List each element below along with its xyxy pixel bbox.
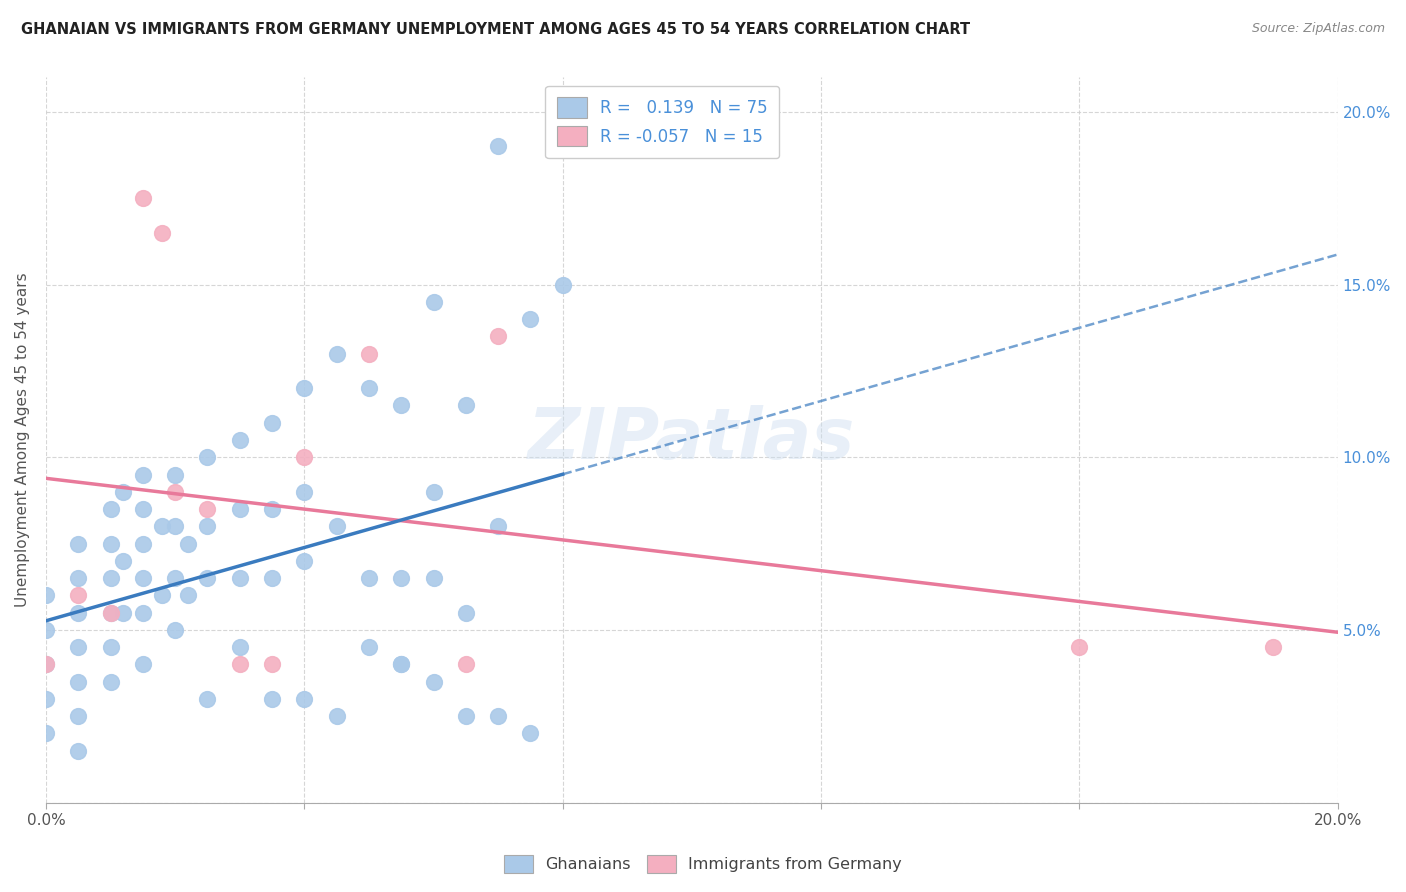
Point xyxy=(67,744,90,758)
Point xyxy=(197,502,219,516)
Point xyxy=(35,657,58,672)
Point xyxy=(165,519,187,533)
Point xyxy=(197,571,219,585)
Point xyxy=(260,502,283,516)
Point xyxy=(454,399,477,413)
Point xyxy=(260,657,283,672)
Y-axis label: Unemployment Among Ages 45 to 54 years: Unemployment Among Ages 45 to 54 years xyxy=(15,273,30,607)
Point xyxy=(177,588,200,602)
Point xyxy=(325,519,347,533)
Point xyxy=(100,640,122,655)
Point xyxy=(486,139,509,153)
Point xyxy=(292,381,315,395)
Point xyxy=(389,657,412,672)
Point xyxy=(422,484,444,499)
Point xyxy=(112,606,135,620)
Point xyxy=(486,709,509,723)
Point xyxy=(260,571,283,585)
Point xyxy=(67,588,90,602)
Point xyxy=(197,450,219,465)
Point xyxy=(100,606,122,620)
Point xyxy=(100,674,122,689)
Point xyxy=(177,536,200,550)
Point xyxy=(292,484,315,499)
Legend: Ghanaians, Immigrants from Germany: Ghanaians, Immigrants from Germany xyxy=(498,848,908,880)
Point xyxy=(35,657,58,672)
Point xyxy=(67,640,90,655)
Point xyxy=(454,709,477,723)
Point xyxy=(132,657,155,672)
Point xyxy=(67,571,90,585)
Point xyxy=(229,640,252,655)
Point xyxy=(422,294,444,309)
Point xyxy=(454,657,477,672)
Point xyxy=(325,709,347,723)
Point xyxy=(67,709,90,723)
Point xyxy=(150,519,173,533)
Point xyxy=(197,692,219,706)
Point xyxy=(112,554,135,568)
Point xyxy=(112,484,135,499)
Point xyxy=(422,674,444,689)
Point xyxy=(35,588,58,602)
Text: ZIPatlas: ZIPatlas xyxy=(529,406,856,475)
Point xyxy=(551,277,574,292)
Point xyxy=(357,640,380,655)
Point xyxy=(357,346,380,360)
Point xyxy=(229,571,252,585)
Point xyxy=(519,312,541,326)
Point xyxy=(357,381,380,395)
Point xyxy=(229,433,252,447)
Point xyxy=(389,571,412,585)
Point xyxy=(260,692,283,706)
Point xyxy=(486,519,509,533)
Point xyxy=(1263,640,1285,655)
Point xyxy=(67,674,90,689)
Point xyxy=(292,450,315,465)
Point xyxy=(229,657,252,672)
Point xyxy=(260,416,283,430)
Point xyxy=(229,502,252,516)
Point xyxy=(422,571,444,585)
Point xyxy=(132,502,155,516)
Point xyxy=(357,571,380,585)
Point xyxy=(100,536,122,550)
Point xyxy=(389,657,412,672)
Point xyxy=(389,399,412,413)
Text: Source: ZipAtlas.com: Source: ZipAtlas.com xyxy=(1251,22,1385,36)
Point xyxy=(165,571,187,585)
Point xyxy=(132,571,155,585)
Point xyxy=(132,191,155,205)
Point xyxy=(519,726,541,740)
Point xyxy=(486,329,509,343)
Point xyxy=(35,726,58,740)
Point xyxy=(197,519,219,533)
Point xyxy=(150,226,173,240)
Point xyxy=(165,467,187,482)
Point xyxy=(35,623,58,637)
Point xyxy=(132,606,155,620)
Point xyxy=(100,606,122,620)
Point xyxy=(165,623,187,637)
Point xyxy=(132,536,155,550)
Point xyxy=(132,467,155,482)
Point xyxy=(67,606,90,620)
Point xyxy=(100,571,122,585)
Point xyxy=(35,692,58,706)
Point xyxy=(454,606,477,620)
Point xyxy=(1069,640,1091,655)
Text: GHANAIAN VS IMMIGRANTS FROM GERMANY UNEMPLOYMENT AMONG AGES 45 TO 54 YEARS CORRE: GHANAIAN VS IMMIGRANTS FROM GERMANY UNEM… xyxy=(21,22,970,37)
Point xyxy=(100,502,122,516)
Legend: R =   0.139   N = 75, R = -0.057   N = 15: R = 0.139 N = 75, R = -0.057 N = 15 xyxy=(546,86,779,158)
Point xyxy=(165,484,187,499)
Point xyxy=(292,692,315,706)
Point xyxy=(150,588,173,602)
Point xyxy=(292,554,315,568)
Point xyxy=(325,346,347,360)
Point xyxy=(67,536,90,550)
